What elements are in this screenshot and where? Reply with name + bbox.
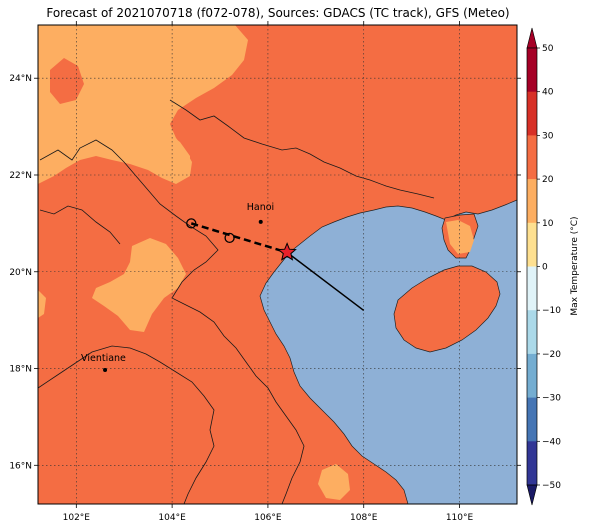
cyclone-current-position-star-icon [277,242,297,261]
colorbar-label: Max Temperature (°C) [570,216,580,315]
land-cool-north [38,25,248,184]
colorbar-tick-label: 30 [542,131,554,141]
x-tick-label: 110°E [446,513,474,523]
land-hainan [393,265,501,353]
colorbar-ticks [537,47,540,486]
city-label-hanoi: Hanoi [247,202,274,213]
x-tick-label: 104°E [158,513,186,523]
track-forecast-line [286,251,365,312]
colorbar-band [527,91,537,136]
x-tick-label: 106°E [254,513,282,523]
figure-title: Forecast of 2021070718 (f072-078), Sourc… [46,6,510,20]
track-past-dashed [190,222,288,254]
land-cool-ne [140,126,190,172]
colorbar-tick-label: −50 [542,481,561,491]
land-cool-blob [50,58,84,104]
colorbar-tick-label: −40 [542,437,561,447]
colorbar-tick-label: 0 [542,263,548,273]
colorbar-extend-min [526,484,538,506]
colorbar-tick-label: 40 [542,88,554,98]
colorbar-tick-label: −30 [542,394,561,404]
colorbar-tick-label: 50 [542,44,554,54]
colorbar-band [527,48,537,93]
colorbar-band [527,266,537,311]
land-cool-east [446,220,474,254]
y-tick-label: 24°N [9,74,32,84]
colorbar-band [527,441,537,486]
colorbar-tick-label: −10 [542,306,561,316]
y-tick-label: 16°N [9,461,32,471]
city-marker-hanoi [258,219,263,224]
city-label-vientiane: Vientiane [81,353,126,364]
colorbar-band [527,179,537,224]
colorbar-tick-label: −20 [542,350,561,360]
x-tick-label: 102°E [63,513,91,523]
x-axis-ticks [75,21,460,508]
map-frame [37,24,518,505]
colorbar-extend-max [526,27,538,49]
colorbar-tick-label: 10 [542,219,554,229]
colorbar-band [527,310,537,355]
land-cool-south [318,464,350,500]
city-marker-vientiane [103,367,108,372]
map-panel: Hanoi Vientiane [38,25,517,504]
colorbar-band [527,397,537,442]
x-tick-label: 108°E [350,513,378,523]
border-lines [38,99,435,504]
y-tick-label: 22°N [9,171,32,181]
colorbar [526,27,538,506]
colorbar-band [527,222,537,267]
land-cool-mid [92,238,186,332]
y-axis-ticks [34,77,521,466]
colorbar-band [527,135,537,180]
colorbar-tick-label: 20 [542,175,554,185]
track-past-position [224,232,235,244]
colorbar-band [527,353,537,399]
land-cool-west [38,290,46,318]
track-past-position [186,218,197,229]
y-tick-label: 18°N [9,365,32,375]
y-tick-label: 20°N [9,268,32,278]
